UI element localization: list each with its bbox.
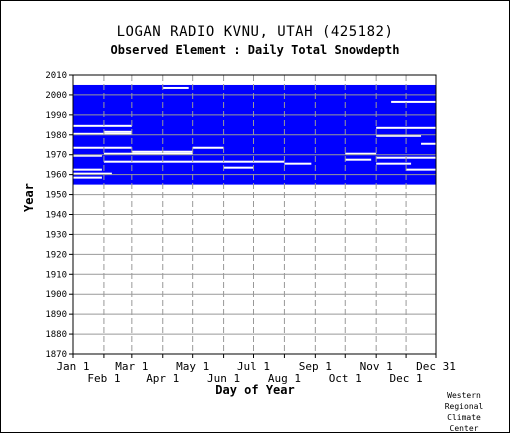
y-axis-label: Year xyxy=(22,183,36,212)
missing-data-gap xyxy=(73,146,132,149)
x-tick-label: Nov 1 xyxy=(360,360,393,373)
missing-data-gap xyxy=(73,168,102,171)
missing-data-gap xyxy=(223,166,254,169)
missing-data-gap xyxy=(73,124,132,127)
x-tick-label: May 1 xyxy=(176,360,209,373)
y-tick-label: 1980 xyxy=(45,131,67,141)
x-tick-label: Dec 31 xyxy=(416,360,456,373)
missing-data-gap xyxy=(73,176,102,179)
y-tick-label: 1960 xyxy=(45,171,67,181)
x-tick-label: Sep 1 xyxy=(299,360,332,373)
credit-wrcc: Western Regional Climate Center xyxy=(434,390,494,434)
missing-data-gap xyxy=(73,132,132,135)
y-tick-label: 1870 xyxy=(45,350,67,360)
x-tick-label: Jan 1 xyxy=(56,360,89,373)
missing-data-gap xyxy=(103,130,132,133)
missing-data-gap xyxy=(103,152,193,155)
y-tick-label: 1950 xyxy=(45,191,67,201)
credit-line: Center xyxy=(449,424,479,433)
missing-data-gap xyxy=(103,160,224,163)
y-tick-label: 1920 xyxy=(45,250,67,260)
y-tick-label: 1900 xyxy=(45,290,67,300)
missing-data-gap xyxy=(406,168,436,171)
missing-data-gap xyxy=(73,154,102,157)
x-tick-label: Oct 1 xyxy=(329,372,362,385)
chart-title: LOGAN RADIO KVNU, UTAH (425182) xyxy=(116,24,394,40)
chart-subtitle: Observed Element : Daily Total Snowdepth xyxy=(110,43,400,57)
credit-line: Western xyxy=(447,391,481,400)
y-tick-label: 1990 xyxy=(45,111,67,121)
missing-data-gap xyxy=(376,126,436,129)
missing-data-gap xyxy=(376,162,412,165)
x-tick-label: Dec 1 xyxy=(390,372,423,385)
y-tick-label: 1970 xyxy=(45,151,67,161)
y-tick-label: 2010 xyxy=(45,71,67,81)
missing-data-gap xyxy=(421,142,436,145)
missing-data-gap xyxy=(391,100,436,103)
missing-data-gap xyxy=(345,152,377,155)
y-tick-label: 1880 xyxy=(45,330,67,340)
missing-data-gap xyxy=(192,146,224,149)
missing-data-gap xyxy=(345,158,372,161)
credit-line: Regional xyxy=(444,402,484,411)
credit-line: Climate xyxy=(447,413,481,422)
x-axis-label: Day of Year xyxy=(215,383,295,397)
missing-data-gap xyxy=(284,162,312,165)
y-tick-label: 1890 xyxy=(45,310,67,320)
missing-data-gap xyxy=(162,86,189,89)
x-tick-label: Jun 1 xyxy=(207,372,240,385)
y-tick-label: 1910 xyxy=(45,270,67,280)
missing-data-gap xyxy=(73,172,112,175)
x-tick-label: Feb 1 xyxy=(87,372,120,385)
x-tick-label: Apr 1 xyxy=(146,372,179,385)
missing-data-gap xyxy=(376,134,422,137)
x-tick-label: Aug 1 xyxy=(268,372,301,385)
x-tick-label: Jul 1 xyxy=(237,360,270,373)
y-tick-label: 1930 xyxy=(45,230,67,240)
y-tick-label: 2000 xyxy=(45,91,67,101)
y-tick-label: 1940 xyxy=(45,211,67,221)
plot-border xyxy=(72,74,437,355)
x-tick-label: Mar 1 xyxy=(115,360,148,373)
